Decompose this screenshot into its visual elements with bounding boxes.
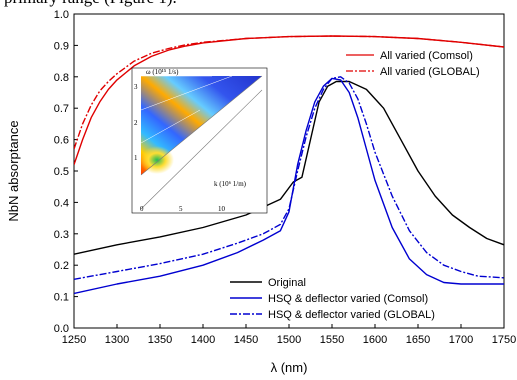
x-tick-label: 1600 <box>363 334 387 346</box>
y-tick-label: 0.9 <box>54 40 69 52</box>
x-tick-label: 1550 <box>320 334 344 346</box>
y-tick-label: 1.0 <box>54 9 69 21</box>
inset-ylabel: ω (10¹⁵ 1/s) <box>146 68 179 76</box>
x-tick-label: 1500 <box>277 334 301 346</box>
series-line-1 <box>74 35 504 150</box>
y-tick-label: 0.5 <box>54 166 69 178</box>
y-tick-label: 0.0 <box>54 323 69 335</box>
inset-y-tick-label: 1 <box>134 154 138 162</box>
legend-label-all-comsol: All varied (Comsol) <box>380 50 473 62</box>
inset-y-tick-label: 3 <box>134 83 138 91</box>
inset-xlabel: k (10⁶ 1/m) <box>214 180 247 188</box>
legend-label-all-global: All varied (GLOBAL) <box>380 66 480 78</box>
x-tick-label: 1450 <box>234 334 258 346</box>
y-tick-label: 0.7 <box>54 103 69 115</box>
y-tick-label: 0.3 <box>54 229 69 241</box>
x-tick-label: 1700 <box>449 334 473 346</box>
x-tick-label: 1250 <box>62 334 86 346</box>
inset-x-tick-label: 0 <box>140 205 144 213</box>
y-tick-label: 0.8 <box>54 72 69 84</box>
inset-light-line <box>140 89 263 210</box>
legend-top-right: All varied (Comsol) All varied (GLOBAL) <box>346 50 480 78</box>
series-group <box>74 35 504 295</box>
legend-label-original: Original <box>268 277 306 289</box>
series-line-2 <box>74 80 504 255</box>
legend-label-hsq-global: HSQ & deflector varied (GLOBAL) <box>268 309 435 321</box>
x-tick-label: 1300 <box>105 334 129 346</box>
x-tick-label: 1400 <box>191 334 215 346</box>
inset-x-tick-label: 5 <box>179 205 183 213</box>
x-axis-title: λ (nm) <box>271 360 308 375</box>
inset-heatmap: ω (10¹⁵ 1/s) k (10⁶ 1/m) 3 2 1 0 5 10 <box>131 67 268 214</box>
x-tick-label: 1650 <box>406 334 430 346</box>
y-axis-title: NbN absorptance <box>6 120 21 221</box>
y-tick-label: 0.2 <box>54 260 69 272</box>
x-tick-label: 1350 <box>148 334 172 346</box>
legend-label-hsq-comsol: HSQ & deflector varied (Comsol) <box>268 293 428 305</box>
y-tick-label: 0.6 <box>54 135 69 147</box>
y-tick-label: 0.1 <box>54 292 69 304</box>
inset-y-tick-label: 2 <box>134 119 138 127</box>
inset-hot-spot <box>140 146 174 174</box>
y-axis-ticks: 0.0 0.1 0.2 0.3 0.4 0.5 0.6 0.7 0.8 0.9 1.0 <box>54 9 78 335</box>
series-line-4 <box>74 76 504 280</box>
top-text-fragment: primary range (Figure 1). <box>4 0 177 8</box>
series-line-3 <box>74 77 504 295</box>
inset-grid-line <box>140 109 201 144</box>
x-axis-ticks: 1250 1300 1350 1400 1450 1500 1550 1600 1650 1700… <box>62 324 516 346</box>
inset-x-tick-label: 10 <box>218 205 226 213</box>
legend-bottom: Original HSQ & deflector varied (Comsol)… <box>230 277 435 321</box>
y-tick-label: 0.4 <box>54 197 69 209</box>
x-tick-label: 1750 <box>492 334 516 346</box>
inset-light-line <box>140 75 263 176</box>
inset-grid-line <box>140 75 233 111</box>
